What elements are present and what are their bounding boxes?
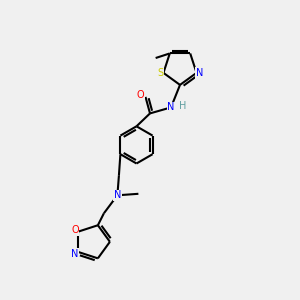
Text: S: S	[158, 68, 164, 78]
Text: N: N	[167, 102, 175, 112]
Text: O: O	[136, 90, 144, 100]
Text: N: N	[71, 248, 79, 259]
Text: H: H	[179, 101, 187, 111]
Text: O: O	[71, 225, 79, 235]
Text: N: N	[196, 68, 203, 78]
Text: N: N	[114, 190, 121, 200]
